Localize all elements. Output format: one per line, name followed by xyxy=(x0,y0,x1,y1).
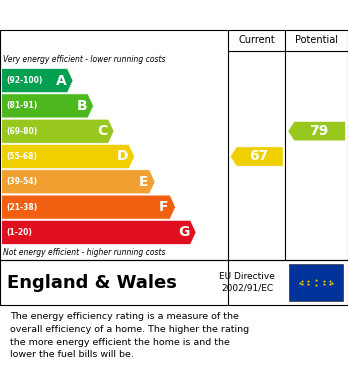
Text: (21-38): (21-38) xyxy=(6,203,37,212)
Text: A: A xyxy=(56,74,66,88)
Text: (81-91): (81-91) xyxy=(6,101,37,110)
Text: (92-100): (92-100) xyxy=(6,76,42,85)
Bar xyxy=(289,264,343,301)
Polygon shape xyxy=(2,69,73,93)
Text: E: E xyxy=(139,175,148,189)
Text: 79: 79 xyxy=(309,124,328,138)
Text: (69-80): (69-80) xyxy=(6,127,37,136)
Text: D: D xyxy=(117,149,128,163)
Text: G: G xyxy=(179,225,190,239)
Polygon shape xyxy=(2,145,134,169)
Polygon shape xyxy=(2,94,94,118)
Text: (39-54): (39-54) xyxy=(6,177,37,186)
Polygon shape xyxy=(2,195,175,219)
Text: EU Directive
2002/91/EC: EU Directive 2002/91/EC xyxy=(219,272,275,293)
Text: F: F xyxy=(159,200,168,214)
Text: B: B xyxy=(76,99,87,113)
Text: 67: 67 xyxy=(249,149,268,163)
Polygon shape xyxy=(288,122,346,141)
Polygon shape xyxy=(230,147,283,166)
Text: C: C xyxy=(97,124,107,138)
Polygon shape xyxy=(2,170,155,194)
Polygon shape xyxy=(2,221,196,244)
Text: The energy efficiency rating is a measure of the
overall efficiency of a home. T: The energy efficiency rating is a measur… xyxy=(10,312,250,359)
Text: Very energy efficient - lower running costs: Very energy efficient - lower running co… xyxy=(3,55,166,64)
Text: Energy Efficiency Rating: Energy Efficiency Rating xyxy=(69,7,279,23)
Text: Not energy efficient - higher running costs: Not energy efficient - higher running co… xyxy=(3,248,166,257)
Text: England & Wales: England & Wales xyxy=(7,273,177,292)
Polygon shape xyxy=(2,119,114,143)
Text: (55-68): (55-68) xyxy=(6,152,37,161)
Text: Potential: Potential xyxy=(295,35,338,45)
Text: (1-20): (1-20) xyxy=(6,228,32,237)
Text: Current: Current xyxy=(238,35,275,45)
